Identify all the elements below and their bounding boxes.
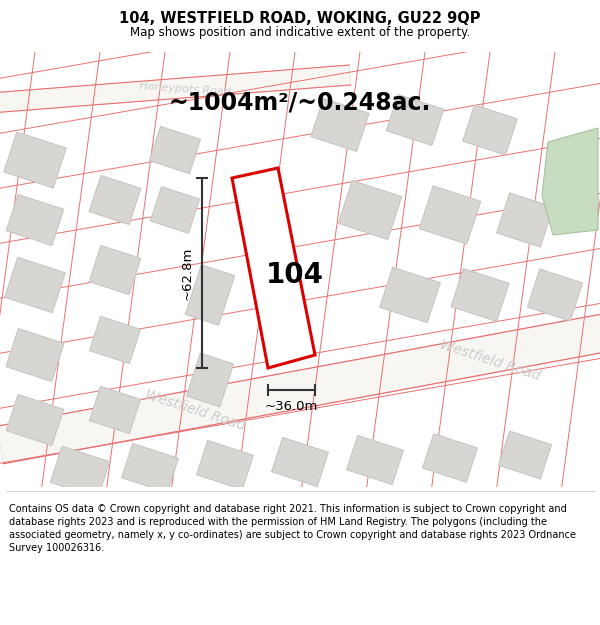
Polygon shape — [0, 65, 351, 113]
Polygon shape — [89, 316, 140, 364]
Text: 104, WESTFIELD ROAD, WOKING, GU22 9QP: 104, WESTFIELD ROAD, WOKING, GU22 9QP — [119, 11, 481, 26]
Polygon shape — [499, 431, 551, 479]
Polygon shape — [272, 438, 328, 486]
Text: ~36.0m: ~36.0m — [265, 400, 318, 413]
Polygon shape — [4, 132, 66, 188]
Polygon shape — [338, 181, 401, 239]
Polygon shape — [122, 444, 178, 493]
Polygon shape — [185, 265, 235, 325]
Polygon shape — [542, 128, 598, 235]
Polygon shape — [386, 94, 443, 146]
Text: 104: 104 — [266, 261, 324, 289]
Polygon shape — [89, 386, 140, 434]
Text: Westfield Road: Westfield Road — [438, 337, 542, 383]
Text: Honeypots Road: Honeypots Road — [139, 81, 231, 97]
Polygon shape — [419, 186, 481, 244]
Polygon shape — [6, 329, 64, 381]
Polygon shape — [197, 441, 253, 489]
Text: Contains OS data © Crown copyright and database right 2021. This information is : Contains OS data © Crown copyright and d… — [9, 504, 576, 553]
Polygon shape — [7, 194, 64, 246]
Polygon shape — [347, 436, 403, 484]
Polygon shape — [380, 268, 440, 322]
Polygon shape — [451, 269, 509, 321]
Text: Map shows position and indicative extent of the property.: Map shows position and indicative extent… — [130, 26, 470, 39]
Polygon shape — [232, 168, 315, 368]
Polygon shape — [0, 311, 600, 464]
Polygon shape — [89, 246, 141, 294]
Polygon shape — [89, 176, 141, 224]
Text: ~62.8m: ~62.8m — [181, 246, 194, 299]
Polygon shape — [527, 269, 583, 321]
Polygon shape — [50, 446, 110, 498]
Text: ~1004m²/~0.248ac.: ~1004m²/~0.248ac. — [169, 90, 431, 114]
Polygon shape — [151, 187, 200, 233]
Polygon shape — [149, 126, 200, 174]
Text: Westfield Road: Westfield Road — [143, 387, 247, 433]
Polygon shape — [7, 394, 64, 446]
Polygon shape — [5, 258, 65, 312]
Polygon shape — [497, 193, 553, 247]
Polygon shape — [422, 434, 478, 482]
Polygon shape — [187, 353, 233, 407]
Polygon shape — [311, 99, 369, 151]
Polygon shape — [463, 105, 517, 155]
